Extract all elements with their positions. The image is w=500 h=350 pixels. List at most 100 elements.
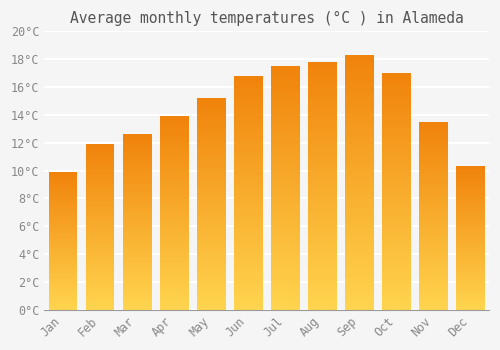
Bar: [419, 293, 448, 295]
Bar: [419, 218, 448, 219]
Bar: [271, 168, 300, 171]
Bar: [456, 239, 485, 241]
Bar: [308, 139, 336, 141]
Bar: [234, 132, 262, 134]
Bar: [86, 295, 114, 296]
Bar: [382, 151, 410, 154]
Bar: [382, 251, 410, 253]
Bar: [122, 178, 152, 180]
Bar: [86, 293, 114, 295]
Bar: [419, 231, 448, 233]
Bar: [308, 64, 336, 67]
Bar: [456, 204, 485, 205]
Bar: [382, 217, 410, 220]
Bar: [308, 260, 336, 262]
Bar: [419, 248, 448, 250]
Bar: [234, 209, 262, 211]
Bar: [345, 152, 374, 154]
Bar: [456, 230, 485, 231]
Bar: [271, 239, 300, 241]
Bar: [382, 281, 410, 284]
Bar: [308, 295, 336, 298]
Bar: [345, 223, 374, 226]
Bar: [419, 212, 448, 214]
Bar: [86, 220, 114, 222]
Bar: [160, 267, 188, 269]
Bar: [160, 275, 188, 277]
Bar: [308, 278, 336, 280]
Bar: [86, 255, 114, 257]
Bar: [308, 298, 336, 300]
Bar: [196, 263, 226, 265]
Bar: [234, 289, 262, 291]
Bar: [160, 120, 188, 122]
Bar: [271, 266, 300, 268]
Bar: [48, 274, 78, 275]
Bar: [382, 158, 410, 161]
Bar: [122, 147, 152, 148]
Bar: [122, 217, 152, 218]
Bar: [122, 208, 152, 210]
Bar: [122, 190, 152, 192]
Bar: [345, 132, 374, 134]
Bar: [86, 273, 114, 275]
Bar: [48, 204, 78, 205]
Bar: [308, 151, 336, 154]
Bar: [234, 85, 262, 88]
Bar: [86, 154, 114, 156]
Bar: [345, 144, 374, 147]
Bar: [48, 292, 78, 293]
Bar: [48, 208, 78, 209]
Bar: [196, 221, 226, 223]
Bar: [271, 198, 300, 200]
Bar: [271, 71, 300, 74]
Bar: [234, 116, 262, 118]
Bar: [86, 207, 114, 209]
Bar: [345, 101, 374, 104]
Bar: [456, 217, 485, 218]
Bar: [345, 116, 374, 119]
Bar: [456, 174, 485, 175]
Bar: [308, 186, 336, 188]
Bar: [456, 300, 485, 301]
Bar: [271, 203, 300, 205]
Bar: [122, 233, 152, 234]
Bar: [160, 292, 188, 294]
Bar: [48, 288, 78, 289]
Bar: [419, 234, 448, 237]
Bar: [382, 149, 410, 151]
Bar: [382, 94, 410, 97]
Bar: [456, 185, 485, 187]
Bar: [345, 208, 374, 210]
Bar: [234, 123, 262, 125]
Bar: [382, 116, 410, 118]
Bar: [234, 90, 262, 92]
Bar: [86, 159, 114, 161]
Bar: [382, 191, 410, 194]
Bar: [122, 180, 152, 182]
Bar: [48, 275, 78, 276]
Bar: [234, 211, 262, 214]
Bar: [234, 300, 262, 303]
Bar: [419, 270, 448, 272]
Bar: [271, 229, 300, 232]
Bar: [419, 171, 448, 173]
Bar: [382, 80, 410, 83]
Bar: [160, 244, 188, 246]
Bar: [122, 303, 152, 304]
Bar: [160, 279, 188, 281]
Bar: [86, 257, 114, 258]
Bar: [160, 153, 188, 155]
Bar: [345, 266, 374, 269]
Bar: [196, 162, 226, 164]
Bar: [196, 295, 226, 297]
Bar: [308, 92, 336, 94]
Bar: [271, 171, 300, 173]
Bar: [419, 229, 448, 231]
Bar: [419, 131, 448, 133]
Bar: [234, 125, 262, 127]
Bar: [308, 166, 336, 169]
Bar: [345, 307, 374, 310]
Bar: [234, 113, 262, 116]
Bar: [345, 284, 374, 287]
